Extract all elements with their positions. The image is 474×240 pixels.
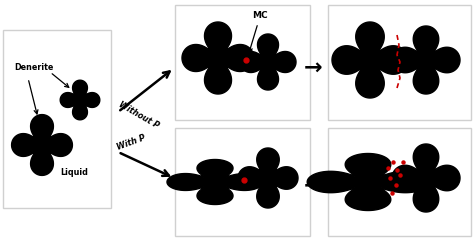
Polygon shape: [307, 154, 429, 210]
Polygon shape: [392, 144, 460, 212]
Bar: [175, 128, 310, 236]
Text: →: →: [304, 58, 322, 78]
Polygon shape: [238, 148, 298, 208]
Text: Without P: Without P: [117, 100, 161, 130]
Bar: [175, 5, 310, 120]
Text: Liquid: Liquid: [60, 168, 88, 177]
Polygon shape: [332, 22, 408, 98]
Polygon shape: [182, 22, 254, 94]
Bar: [328, 128, 471, 236]
Polygon shape: [392, 26, 460, 94]
Text: →: →: [304, 176, 322, 196]
Bar: [328, 5, 471, 120]
Text: Denerite: Denerite: [14, 63, 54, 72]
Text: MC: MC: [252, 11, 268, 20]
Polygon shape: [167, 160, 263, 204]
Polygon shape: [60, 80, 100, 120]
Polygon shape: [11, 115, 73, 175]
Text: With P: With P: [116, 133, 147, 152]
Polygon shape: [240, 34, 296, 90]
Bar: [3, 30, 111, 208]
